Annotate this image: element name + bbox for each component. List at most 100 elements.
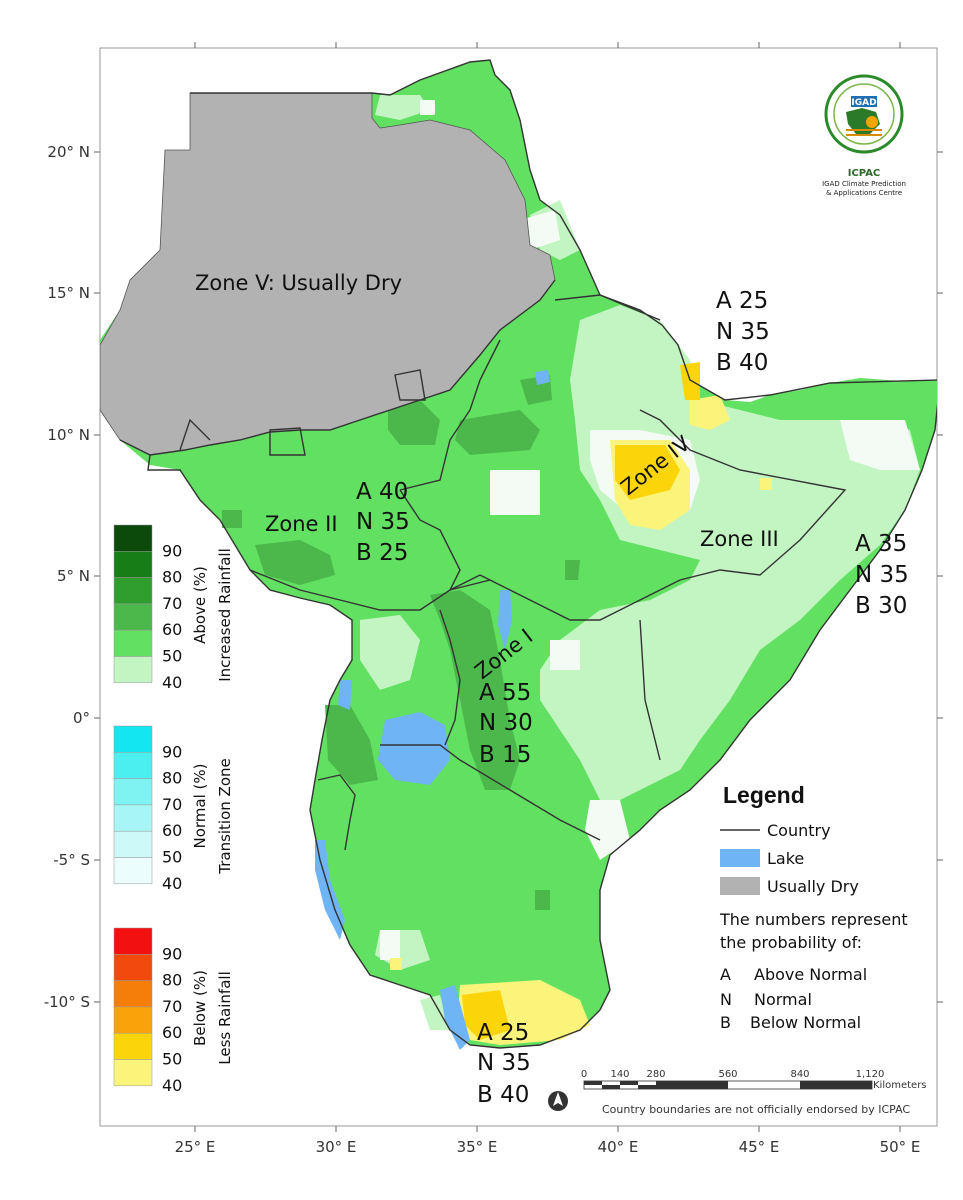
igad-logo: IGAD ICPAC IGAD Climate Prediction & App… [822,74,906,197]
colorbar-title: Above (%) [191,566,209,644]
colorbar-swatch [113,804,153,832]
disclaimer: Country boundaries are not officially en… [602,1103,910,1116]
prob-above: A 55 [479,680,531,706]
colorbar-level-label: 50 [162,848,182,867]
x-tick-label: 35° E [457,1138,498,1156]
prob-normal: N 35 [855,562,909,588]
dark-green-areas [222,375,580,910]
colorbar-subtitle: Transition Zone [216,758,234,875]
below-normal-areas [390,362,772,1045]
logo-badge-text: IGAD [851,98,876,108]
y-tick-label: 20° N [47,143,90,161]
legend-code: B [720,1013,731,1032]
axis-ticks [94,42,943,1132]
colorbar-level-label: 80 [162,568,182,587]
x-tick-label: 50° E [880,1138,921,1156]
probability-zone-i: A 55 N 30 B 15 [479,680,533,768]
colorbar-swatch [113,551,153,578]
logo-badge-bg [851,96,877,107]
country-borders [119,59,937,1049]
colorbar-level-label: 70 [162,795,182,814]
colorbar-level-label: 80 [162,971,182,990]
colorbar-swatch [113,980,153,1008]
legend-dry-label: Usually Dry [767,877,859,896]
logo-name: ICPAC [848,168,881,179]
legend-note: the probability of: [720,933,862,952]
scale-label: 560 [718,1069,737,1080]
colorbar-level-label: 80 [162,769,182,788]
y-tick-label: -5° S [53,851,90,869]
legend-lake-label: Lake [767,849,804,868]
colorbar-swatch [113,954,153,981]
colorbar-swatch [113,524,153,552]
colorbar-level-label: 50 [162,1050,182,1069]
prob-below: B 30 [855,593,907,619]
scale-bar: 0 140 280 560 840 1,120 Kilometers Count… [581,1069,927,1116]
colorbar-level-label: 50 [162,647,182,666]
legend-code-text: Above Normal [754,965,867,984]
prob-above: A 35 [855,531,907,557]
colorbar-swatch [113,1059,153,1087]
prob-below: B 40 [477,1082,529,1108]
prob-below: B 25 [356,540,408,566]
colorbar-swatch [113,857,153,885]
scale-unit: Kilometers [873,1080,927,1091]
x-tick-label: 40° E [598,1138,639,1156]
legend: Legend Country Lake Usually Dry The numb… [719,782,908,1032]
colorbar-level-label: 40 [162,673,182,692]
zone-v-label: Zone V: Usually Dry [195,271,402,295]
scale-label: 280 [646,1069,665,1080]
probability-zone-iii: A 35 N 35 B 30 [855,531,909,619]
y-tick-label: 15° N [47,284,90,302]
colorbar-swatch [113,603,153,631]
prob-above: A 40 [356,479,408,505]
scale-label: 0 [581,1069,587,1080]
prob-below: B 15 [479,742,531,768]
scale-label: 140 [610,1069,629,1080]
colorbar-title: Below (%) [191,970,209,1046]
legend-dry-swatch [720,877,760,895]
y-tick-label: 5° N [57,567,90,585]
prob-above: A 25 [716,288,768,314]
y-axis-labels: 20° N 15° N 10° N 5° N 0° -5° S -10° S [44,143,90,1011]
prob-below: B 40 [716,350,768,376]
colorbar-level-label: 90 [162,944,182,963]
north-arrow-icon [548,1091,568,1111]
legend-lake-swatch [720,849,760,867]
zone-iii-label: Zone III [700,527,779,551]
colorbar-subtitle: Increased Rainfall [216,548,234,682]
colorbar-swatch [113,1032,153,1060]
probability-zone-iv: A 25 N 35 B 40 [716,288,770,376]
colorbar-swatch [113,725,153,753]
colorbar-swatch [113,752,153,779]
legend-country-label: Country [767,821,831,840]
lakes [315,370,550,1050]
legend-code: A [720,965,731,984]
y-tick-label: 0° [73,709,90,727]
y-tick-label: 10° N [47,426,90,444]
x-axis-labels: 25° E 30° E 35° E 40° E 45° E 50° E [175,1138,921,1156]
x-tick-label: 25° E [175,1138,216,1156]
prob-normal: N 35 [356,509,410,535]
colorbar-swatch [113,778,153,806]
colorbar-level-label: 90 [162,541,182,560]
zone-ii-label: Zone II [265,512,338,536]
colorbar-level-label: 70 [162,594,182,613]
colorbar-swatch [113,1006,153,1034]
logo-line2: & Applications Centre [826,189,902,197]
colorbar-level-label: 60 [162,620,182,639]
prob-above: A 25 [477,1020,529,1046]
legend-title: Legend [723,782,805,808]
prob-normal: N 35 [477,1050,531,1076]
colorbar-swatch [113,629,153,657]
colorbar-level-label: 60 [162,1023,182,1042]
legend-code-text: Below Normal [750,1013,861,1032]
y-tick-label: -10° S [44,993,90,1011]
colorbar-swatch [113,656,153,684]
colorbars: 90 80 70 60 50 40 Above (%) Increased Rainfall 9… [113,524,234,1095]
colorbar-swatch [113,927,153,955]
probability-zone-ii: A 40 N 35 B 25 [356,479,410,566]
probability-south: A 25 N 35 B 40 [477,1020,531,1108]
legend-code: N [720,990,732,1009]
